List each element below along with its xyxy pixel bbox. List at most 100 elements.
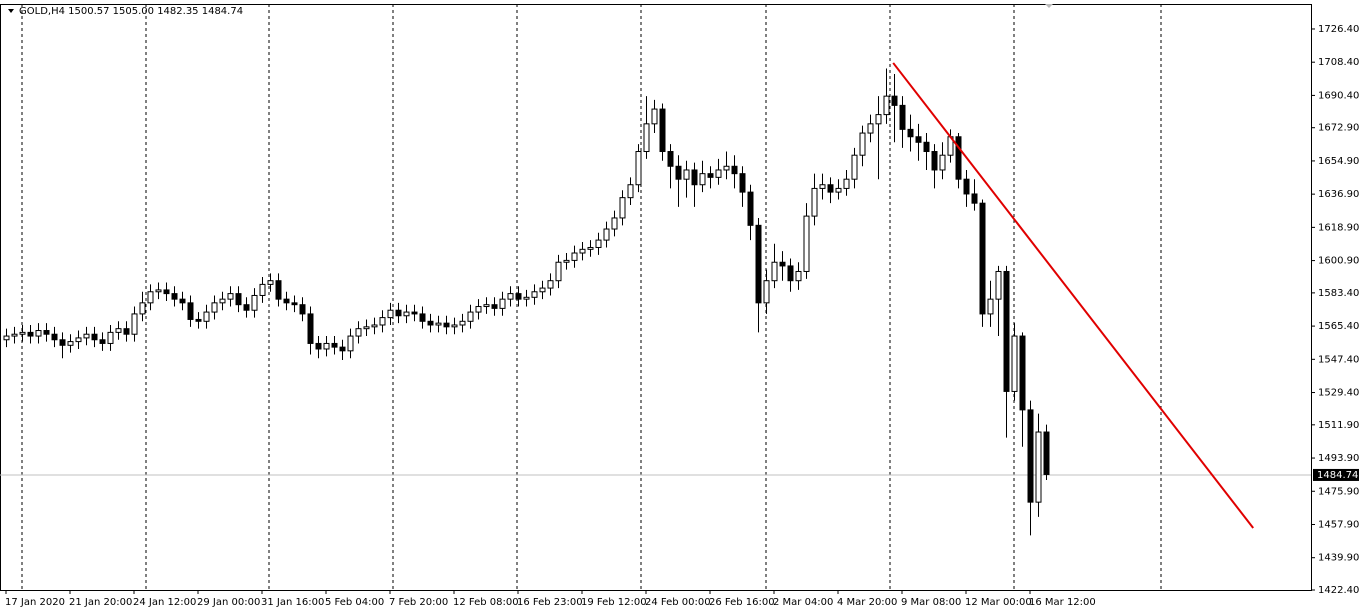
candle-body [379,317,386,326]
y-tick-label: 1600.90 [1318,256,1359,267]
candle-body [979,202,986,315]
candle-body [627,184,634,199]
candle-body [923,141,930,153]
candle-body [1003,270,1010,392]
candle-body [659,108,666,153]
candle-body [427,320,434,326]
x-tick-label: 17 Jan 2020 [5,597,65,608]
candle-body [579,248,586,254]
y-tick-label: 1511.90 [1318,420,1359,431]
candle-body [323,342,330,350]
candle-body [403,311,410,317]
candle-body [915,136,922,143]
y-tick-label: 1439.90 [1318,553,1359,564]
candle-body [235,293,242,306]
candle-body [371,324,378,328]
x-tick-label: 12 Mar 00:00 [965,597,1032,608]
candle-body [123,328,130,335]
candle-body [931,151,938,171]
candle-body [275,280,282,300]
chart-title: GOLD,H4 1500.57 1505.00 1482.35 1484.74 [19,6,243,17]
candle-body [571,252,578,261]
candle-body [771,261,778,282]
y-tick-label: 1726.40 [1318,24,1359,35]
candle-body [19,331,26,335]
y-tick-label: 1636.90 [1318,189,1359,200]
candle-body [219,298,226,304]
candle-body [171,293,178,300]
symbol-menu-icon[interactable] [8,9,14,13]
candle-body [667,151,674,167]
candle-body [283,298,290,304]
candle-body [1011,335,1018,392]
candle-body [467,311,474,322]
candle-body [971,193,978,204]
x-tick-label: 26 Feb 16:00 [709,597,775,608]
candle-body [43,330,50,335]
y-tick-label: 1690.40 [1318,90,1359,101]
candle-body [539,287,546,293]
candle-body [259,283,266,296]
candle-body [843,178,850,189]
candle-body [387,309,394,319]
candle-body [443,322,450,328]
plot-border [0,4,1312,591]
y-tick-label: 1618.90 [1318,222,1359,233]
y-tick-label: 1422.40 [1318,585,1359,596]
candle-body [707,173,714,178]
y-tick-label: 1565.40 [1318,321,1359,332]
candle-body [899,104,906,130]
candle-body [939,154,946,171]
y-tick-label: 1493.90 [1318,453,1359,464]
candle-body [547,280,554,289]
x-tick-label: 19 Feb 12:00 [581,597,647,608]
candle-body [411,311,418,315]
x-tick-label: 24 Jan 12:00 [133,597,196,608]
candle-body [827,184,834,193]
candle-body [507,293,514,300]
candle-body [451,324,458,328]
current-price-label: 1484.74 [1317,470,1358,481]
candle-body [779,261,786,267]
candle-body [211,302,218,313]
x-tick-label: 31 Jan 16:00 [261,597,324,608]
candle-body [1035,431,1042,503]
candle-body [563,259,570,263]
candle-body [723,165,730,171]
candle-body [187,302,194,320]
candle-body [595,239,602,248]
candle-body [819,184,826,189]
candle-body [747,191,754,226]
candle-body [867,123,874,134]
candle-body [35,330,42,337]
candle-body [523,296,530,300]
candle-body [243,304,250,311]
candle-body [755,224,762,304]
x-tick-label: 16 Mar 12:00 [1029,597,1096,608]
candle-body [907,128,914,138]
candle-body [67,341,74,346]
candle-body [531,291,538,298]
vertical-grid [21,4,1162,590]
candle-body [491,304,498,309]
candle-body [859,132,866,156]
candle-body [1043,431,1050,475]
candle-body [91,333,98,341]
candle-body [195,318,202,322]
candle-body [459,320,466,326]
candle-body [139,302,146,315]
candle-body [395,309,402,317]
candle-body [603,228,610,241]
candle-body [611,217,618,230]
candle-body [59,339,66,346]
candle-body [787,265,794,282]
candle-body [315,342,322,350]
x-tick-label: 29 Jan 00:00 [197,597,260,608]
candle-body [155,289,162,293]
candle-body [851,154,858,180]
candle-body [763,280,770,304]
candle-body [955,136,962,180]
candle-body [963,178,970,195]
candle-body [147,291,154,304]
candle-body [115,328,122,333]
